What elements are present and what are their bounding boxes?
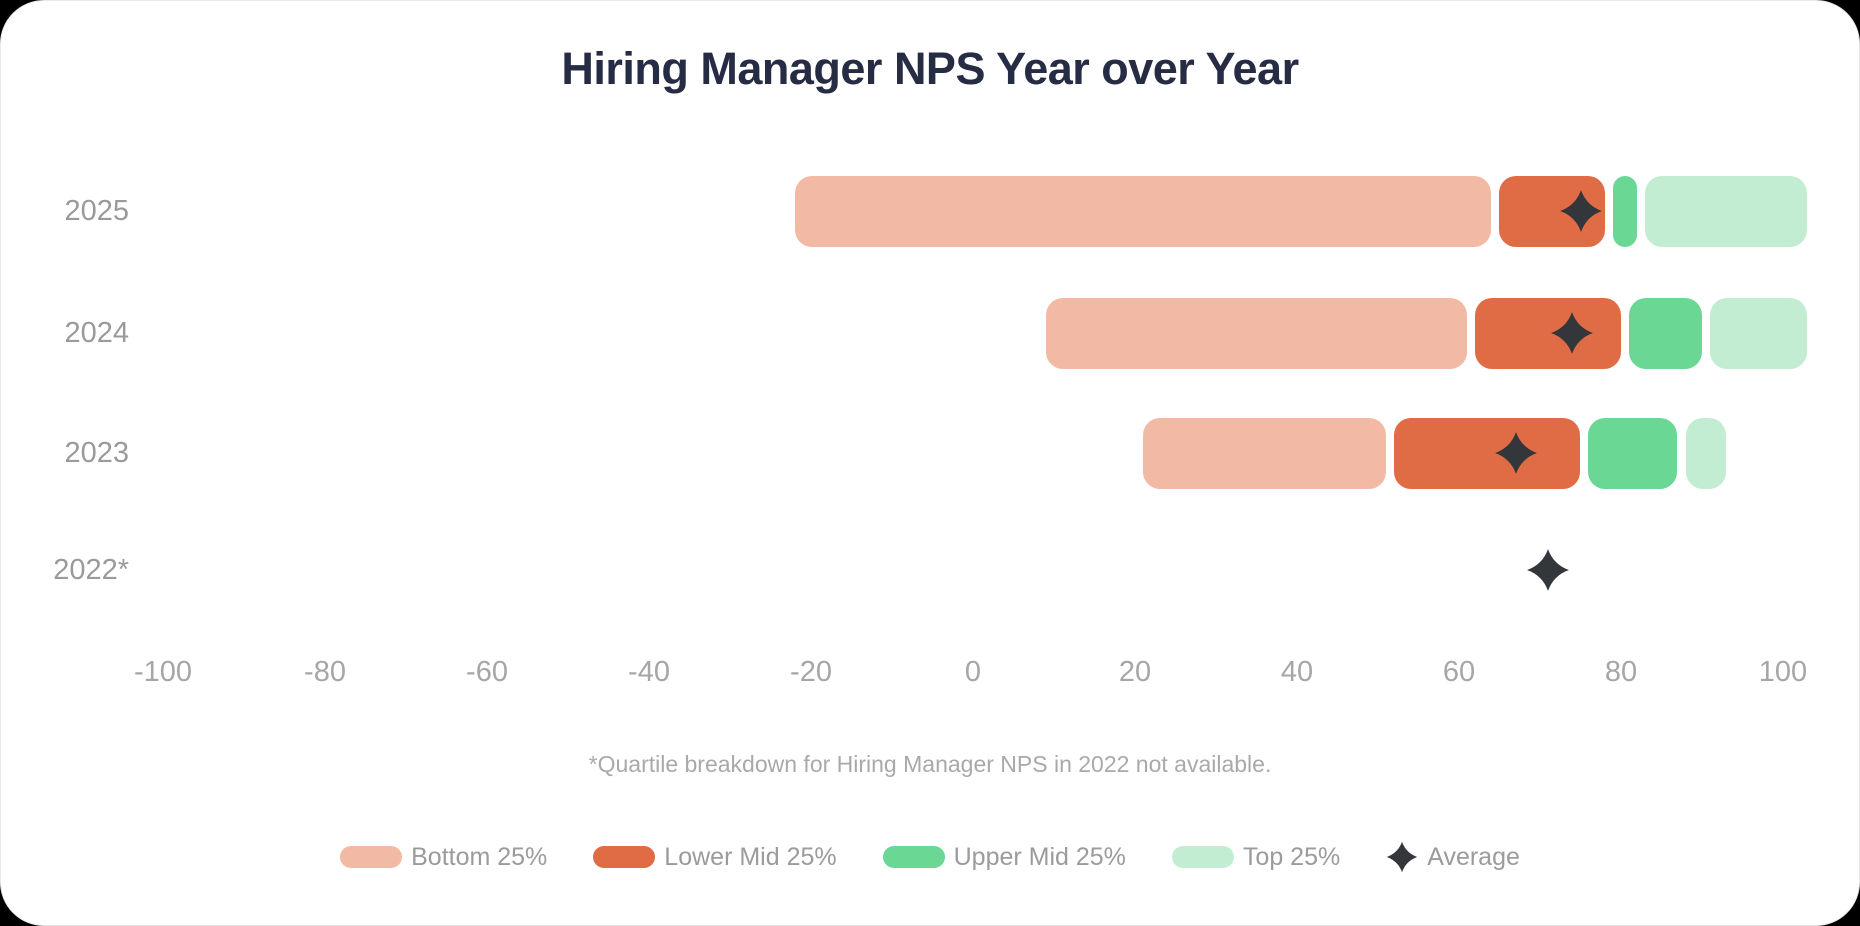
legend-item-lower-mid-25-[interactable]: Lower Mid 25% (593, 842, 837, 872)
footnote: *Quartile breakdown for Hiring Manager N… (588, 751, 1272, 777)
legend-label: Bottom 25% (411, 842, 548, 871)
average-marker-2022[interactable] (1526, 548, 1570, 592)
bar-segment-bottom-25-2024[interactable] (1045, 297, 1468, 369)
year-label-2024: 2024 (64, 316, 129, 349)
legend-label: Top 25% (1242, 842, 1341, 871)
year-label-2022: 2022* (53, 553, 129, 586)
bar-segment-top-25-2024[interactable] (1709, 297, 1807, 369)
x-tick-20: 20 (1118, 656, 1152, 688)
average-marker-2023[interactable] (1494, 431, 1538, 475)
x-tick--100: -100 (133, 656, 193, 688)
legend-item-average[interactable]: Average (1386, 841, 1520, 873)
bar-segment-lower-mid-25-2023[interactable] (1394, 417, 1581, 489)
average-marker-2025[interactable] (1559, 189, 1603, 233)
bar-segment-upper-mid-25-2025[interactable] (1612, 175, 1637, 247)
x-tick-80: 80 (1604, 656, 1638, 688)
x-tick--40: -40 (628, 656, 670, 688)
legend-item-upper-mid-25-[interactable]: Upper Mid 25% (882, 842, 1126, 872)
bar-segment-upper-mid-25-2023[interactable] (1588, 417, 1678, 489)
year-label-2025: 2025 (64, 194, 129, 227)
chart-title: Hiring Manager NPS Year over Year (561, 43, 1299, 94)
legend-label: Upper Mid 25% (953, 842, 1126, 871)
average-marker-2024[interactable] (1550, 311, 1594, 355)
bar-segment-top-25-2025[interactable] (1645, 175, 1807, 247)
x-tick--20: -20 (790, 656, 832, 688)
legend-swatch-bottom (340, 846, 403, 868)
legend-item-bottom-25-[interactable]: Bottom 25% (340, 843, 547, 872)
x-axis: -100 -80 -60 -40 -20 0 20 40 60 80 100 (1, 656, 1859, 700)
legend-diamond-icon (1386, 841, 1418, 873)
legend-swatch-top (1171, 846, 1234, 868)
bar-segment-upper-mid-25-2024[interactable] (1628, 297, 1702, 369)
x-tick--60: -60 (466, 656, 508, 688)
bar-segment-bottom-25-2023[interactable] (1143, 417, 1387, 489)
bar-segment-bottom-25-2025[interactable] (794, 175, 1492, 247)
legend: Bottom 25% Lower Mid 25% Upper Mid 25% Top … (1, 841, 1859, 873)
bar-segment-lower-mid-25-2024[interactable] (1475, 297, 1621, 369)
x-tick-100: 100 (1758, 656, 1808, 688)
x-tick-60: 60 (1442, 656, 1476, 688)
legend-label: Average (1427, 842, 1520, 871)
x-tick-40: 40 (1280, 656, 1314, 688)
year-label-2023: 2023 (64, 436, 129, 469)
legend-label: Lower Mid 25% (664, 842, 837, 871)
legend-swatch-lower_mid (593, 846, 656, 868)
legend-swatch-upper_mid (882, 846, 945, 868)
x-tick--80: -80 (304, 656, 346, 688)
x-tick-0: 0 (964, 656, 982, 688)
bar-segment-top-25-2023[interactable] (1685, 417, 1726, 489)
legend-item-top-25-[interactable]: Top 25% (1171, 842, 1341, 872)
